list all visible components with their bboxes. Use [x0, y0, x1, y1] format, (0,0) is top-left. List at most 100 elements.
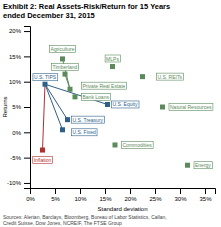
point: [185, 163, 190, 168]
label-box: [82, 82, 127, 89]
connector: [45, 84, 63, 130]
x-axis-title: Standard deviation: [97, 206, 147, 212]
point: [68, 87, 73, 92]
label-text: U.S. Treasury: [73, 117, 104, 123]
point-label: U.S. Fixed: [72, 129, 98, 136]
label-box: [169, 104, 213, 111]
tick-mark: [24, 183, 30, 184]
axis-line: [24, 27, 31, 189]
tick-mark: [24, 158, 30, 159]
tick-mark: [24, 31, 30, 32]
label-text: Inflation: [34, 157, 52, 163]
tick-mark: [24, 107, 30, 108]
tick-label: 25%: [149, 196, 162, 202]
tick-label: -5%: [10, 155, 21, 161]
tick-mark: [80, 188, 81, 194]
label-text: Private Real Estate: [83, 83, 126, 89]
tick-mark: [130, 188, 131, 194]
label-box: [72, 129, 98, 136]
point: [160, 105, 165, 110]
tick-mark: [105, 188, 106, 194]
label-box: [33, 157, 53, 164]
tick-label: 5%: [12, 104, 21, 110]
tick-label: 10%: [74, 196, 87, 202]
label-box: [112, 101, 140, 108]
tick-label: 35%: [199, 196, 212, 202]
point: [43, 82, 48, 87]
point: [60, 56, 65, 61]
label-box: [50, 45, 76, 52]
point: [105, 102, 110, 107]
label-box: [194, 162, 212, 169]
tick: 10%: [9, 79, 30, 85]
tick: 30%: [174, 188, 187, 202]
tick-mark: [55, 188, 56, 194]
point-label: Timberland: [52, 64, 79, 71]
point-label: Energy: [194, 162, 212, 169]
tick: 10%: [74, 188, 87, 202]
point: [63, 72, 68, 77]
point-label: U.S. REITs: [157, 73, 184, 80]
tick-mark: [155, 188, 156, 194]
tick-label: 10%: [9, 79, 22, 85]
point-label: Private Real Estate: [82, 82, 127, 89]
title: Exhibit 2: Real Assets-Risk/Return for 1…: [3, 2, 170, 11]
tick-label: 20%: [124, 196, 137, 202]
label-text: U.S. TIPS: [34, 74, 57, 80]
point: [60, 127, 65, 132]
point-label: Agriculture: [50, 45, 76, 52]
tick-mark: [180, 188, 181, 194]
subtitle: ended December 31, 2015: [3, 11, 95, 20]
tick-label: 0%: [12, 130, 21, 136]
connector: [43, 84, 46, 150]
point-label: Inflation: [33, 157, 53, 164]
point: [40, 148, 45, 153]
point-label: Commodities: [122, 141, 154, 148]
chart: Exhibit 2: Real Assets-Risk/Return for 1…: [0, 0, 221, 227]
label-text: U.S. Fixed: [73, 129, 97, 135]
label-text: Timberland: [53, 64, 78, 70]
label-box: [72, 116, 105, 123]
tick-label: -10%: [7, 180, 22, 186]
tick-label: 30%: [174, 196, 187, 202]
label-box: [157, 73, 184, 80]
label-text: U.S. Equity: [113, 101, 139, 107]
tick: 5%: [12, 104, 30, 110]
y-axis-title: Returns: [2, 96, 8, 117]
label-text: Commodities: [123, 142, 153, 148]
label-box: [52, 64, 79, 71]
label-text: Bank Loans: [83, 94, 110, 100]
plot: 0% 5% 10% 15% 20% 25% 30% 35% -10% -5% 0% 5% 10% 15% 2…: [2, 27, 216, 213]
point: [65, 117, 70, 122]
label-box: [122, 141, 154, 148]
tick-label: 5%: [51, 196, 60, 202]
point-label: Natural Resources: [169, 104, 213, 111]
point-label: U.S. Treasury: [72, 116, 105, 123]
axis-line: [31, 189, 216, 195]
tick: 15%: [9, 54, 30, 60]
tick-label: 20%: [9, 28, 22, 34]
point: [73, 94, 78, 99]
label-text: Energy: [195, 162, 211, 168]
point: [113, 142, 118, 147]
label-box: [105, 55, 120, 62]
tick-label: 15%: [99, 196, 112, 202]
tick-label: 0%: [26, 196, 35, 202]
tick: 20%: [124, 188, 137, 202]
tick-label: 15%: [9, 54, 22, 60]
x-axis: 0% 5% 10% 15% 20% 25% 30% 35%: [26, 188, 215, 202]
tick: 15%: [99, 188, 112, 202]
tick-mark: [205, 188, 206, 194]
label-box: [82, 93, 111, 100]
label-text: Agriculture: [51, 46, 75, 52]
y-axis: -10% -5% 0% 5% 10% 15% 20%: [7, 27, 31, 189]
tick: 25%: [149, 188, 162, 202]
tick: -5%: [10, 155, 30, 161]
label-text: Natural Resources: [170, 104, 212, 110]
point-label: MLPs: [105, 55, 120, 62]
footnote: Credit Suisse, Dow Jones, NCREIF, The FT…: [3, 220, 122, 226]
marks: [40, 56, 190, 167]
tick: 35%: [199, 188, 212, 202]
tick: 0%: [26, 188, 35, 202]
label-box: [33, 74, 58, 81]
